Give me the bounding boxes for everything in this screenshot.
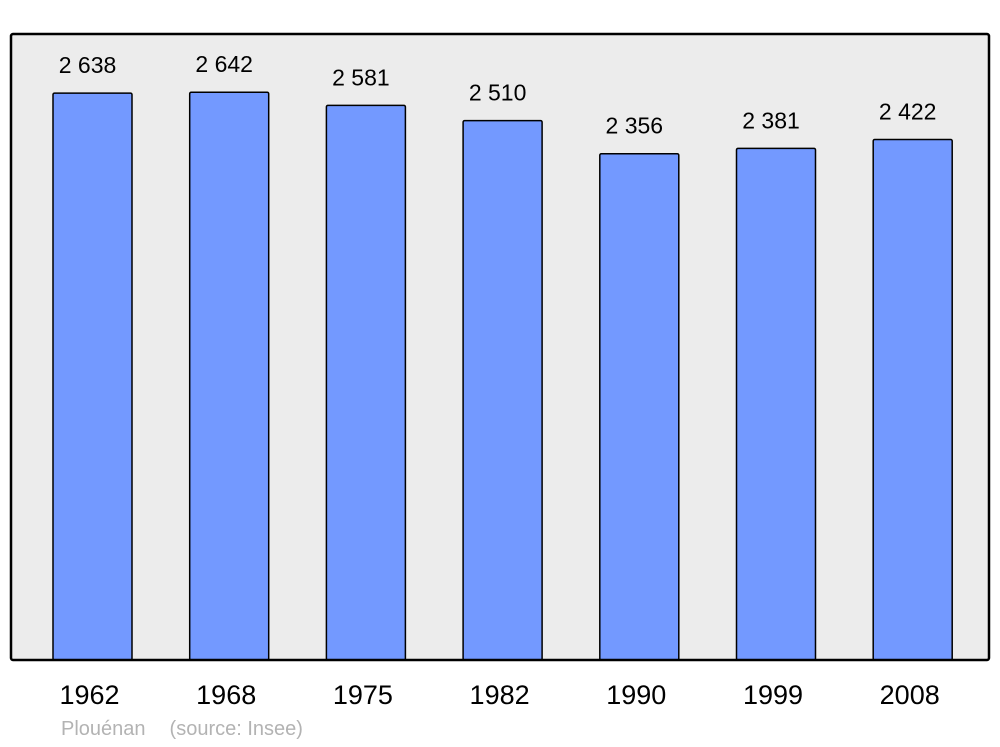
value-label: 2 638 [59, 52, 117, 78]
bar-1990 [599, 152, 680, 661]
value-label: 2 642 [195, 51, 253, 77]
source-note: (source: Insee) [169, 718, 303, 740]
bar-1968 [188, 91, 270, 661]
bar-1975 [325, 104, 407, 661]
value-label: 2 510 [469, 80, 527, 106]
bar-2008 [872, 138, 953, 661]
bar-1962 [52, 92, 133, 661]
value-label: 2 581 [332, 64, 390, 90]
x-tick-label: 1982 [470, 680, 530, 710]
value-label: 2 422 [879, 99, 937, 125]
x-tick-label: 2008 [880, 680, 940, 710]
x-tick-label: 1962 [59, 680, 119, 710]
value-label: 2 356 [606, 113, 664, 139]
place-name: Plouénan [61, 718, 146, 740]
x-tick-label: 1999 [743, 680, 803, 710]
x-tick-label: 1975 [333, 680, 393, 710]
plot-frame [9, 32, 991, 662]
chart-footer: Plouénan (source: Insee) [61, 718, 327, 741]
x-tick-label: 1968 [196, 680, 256, 710]
x-tick-label: 1990 [606, 680, 666, 710]
bar-1982 [462, 119, 543, 661]
bar-1999 [735, 147, 817, 661]
value-label: 2 381 [742, 107, 800, 133]
